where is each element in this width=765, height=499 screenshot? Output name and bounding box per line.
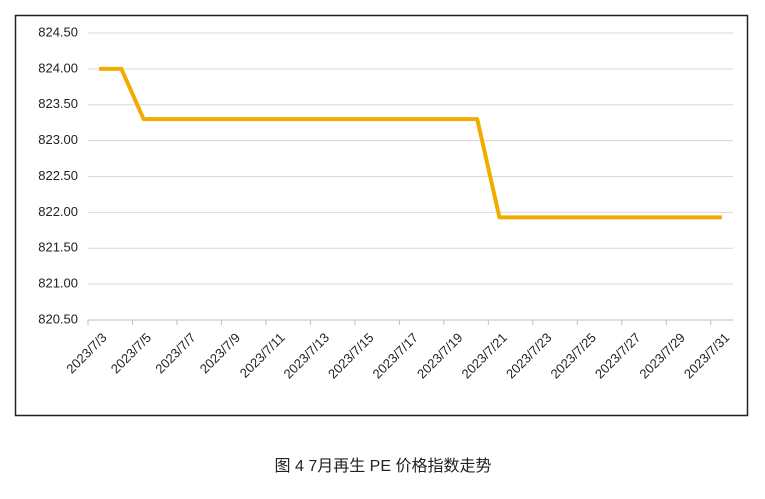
y-tick-label: 824.50 [38, 24, 78, 39]
y-tick-label: 820.50 [38, 311, 78, 326]
y-tick-label: 823.50 [38, 96, 78, 111]
y-tick-label: 824.00 [38, 60, 78, 75]
y-tick-label: 821.00 [38, 276, 78, 291]
y-tick-label: 823.00 [38, 132, 78, 147]
y-tick-label: 821.50 [38, 240, 78, 255]
y-tick-label: 822.00 [38, 204, 78, 219]
line-series [99, 66, 722, 220]
y-tick-label: 822.50 [38, 168, 78, 183]
caption: 图 4 7月再生 PE 价格指数走势 [275, 457, 492, 475]
